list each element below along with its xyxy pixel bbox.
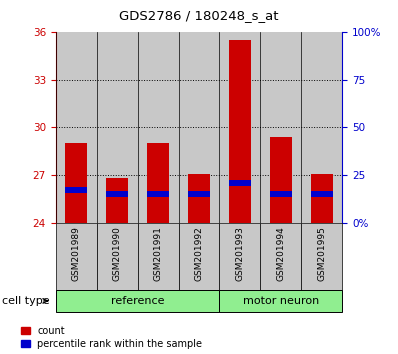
Bar <box>269 191 292 198</box>
Bar <box>269 137 292 223</box>
FancyBboxPatch shape <box>219 290 342 312</box>
Bar <box>147 143 169 223</box>
Legend: count, percentile rank within the sample: count, percentile rank within the sample <box>21 326 202 349</box>
Text: GSM201989: GSM201989 <box>72 227 81 281</box>
Bar <box>147 191 169 198</box>
Bar <box>310 174 333 223</box>
Bar <box>229 180 251 186</box>
FancyBboxPatch shape <box>179 223 219 290</box>
Bar <box>188 174 210 223</box>
Bar <box>179 32 219 223</box>
Bar <box>65 187 88 193</box>
Text: motor neuron: motor neuron <box>243 296 319 306</box>
Text: reference: reference <box>111 296 164 306</box>
Text: GDS2786 / 180248_s_at: GDS2786 / 180248_s_at <box>119 9 279 22</box>
Bar <box>97 32 138 223</box>
FancyBboxPatch shape <box>219 223 260 290</box>
Bar <box>106 191 129 198</box>
Text: GSM201991: GSM201991 <box>154 227 162 281</box>
FancyBboxPatch shape <box>138 223 179 290</box>
Text: GSM201990: GSM201990 <box>113 227 122 281</box>
Bar <box>301 32 342 223</box>
Text: cell type: cell type <box>2 296 50 306</box>
Bar <box>138 32 179 223</box>
Bar <box>260 32 301 223</box>
Bar <box>219 32 260 223</box>
Text: GSM201994: GSM201994 <box>276 227 285 281</box>
FancyBboxPatch shape <box>97 223 138 290</box>
Text: GSM201993: GSM201993 <box>236 227 244 281</box>
FancyBboxPatch shape <box>56 290 219 312</box>
Text: GSM201992: GSM201992 <box>195 227 203 281</box>
Text: GSM201995: GSM201995 <box>317 227 326 281</box>
FancyBboxPatch shape <box>56 223 97 290</box>
Bar <box>310 191 333 198</box>
FancyBboxPatch shape <box>260 223 301 290</box>
Bar <box>188 191 210 198</box>
Bar <box>65 143 88 223</box>
Bar <box>106 178 129 223</box>
Bar <box>229 40 251 223</box>
FancyBboxPatch shape <box>301 223 342 290</box>
Bar <box>56 32 97 223</box>
